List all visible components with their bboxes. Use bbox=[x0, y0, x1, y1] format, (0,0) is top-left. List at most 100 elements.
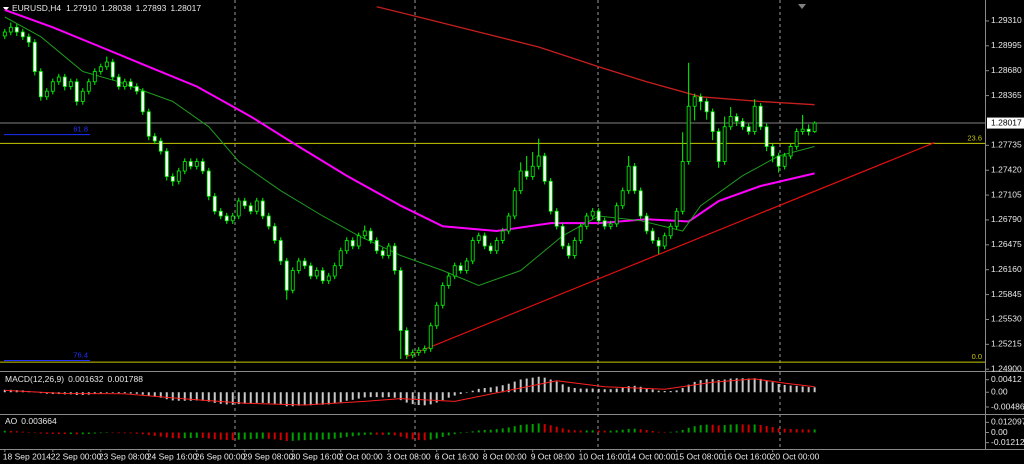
macd-bar bbox=[783, 384, 786, 393]
macd-bar bbox=[459, 392, 462, 395]
ao-bar bbox=[267, 432, 270, 439]
ao-bar bbox=[75, 432, 78, 435]
ao-bar bbox=[279, 432, 282, 441]
candle-body bbox=[440, 285, 445, 306]
candle-body bbox=[494, 240, 499, 252]
candle-body bbox=[350, 240, 355, 247]
close-label: 1.28017 bbox=[170, 3, 201, 13]
candle-body bbox=[26, 36, 31, 43]
ao-bar bbox=[723, 425, 726, 433]
ao-bar bbox=[207, 432, 210, 439]
ao-bar bbox=[489, 429, 492, 433]
ao-bar bbox=[543, 424, 546, 433]
candle-body bbox=[230, 215, 235, 222]
macd-bar bbox=[237, 392, 240, 405]
macd-bar bbox=[543, 377, 546, 393]
candle-body bbox=[332, 265, 337, 277]
candle-body bbox=[620, 190, 625, 207]
macd-bar bbox=[585, 388, 588, 393]
menu-icon bbox=[3, 7, 9, 11]
candle-body bbox=[752, 105, 757, 132]
candle-body bbox=[488, 245, 493, 252]
chart-title: EURUSD,H4 bbox=[12, 3, 61, 13]
candle-body bbox=[2, 31, 7, 37]
macd-bar bbox=[351, 392, 354, 400]
candle-body bbox=[806, 128, 811, 132]
macd-bar bbox=[183, 392, 186, 401]
candle-body bbox=[326, 275, 331, 282]
fib-label: 23.6 bbox=[967, 133, 982, 142]
candle-body bbox=[392, 245, 397, 271]
candle-body bbox=[596, 210, 601, 222]
macd-bar bbox=[249, 392, 252, 404]
fib-label: 76.4 bbox=[73, 351, 88, 360]
ao-bar bbox=[333, 432, 336, 439]
ao-bar bbox=[63, 432, 66, 435]
ao-bar bbox=[729, 424, 732, 433]
macd-bar bbox=[339, 392, 342, 403]
candle-body bbox=[698, 96, 703, 102]
macd-bar bbox=[525, 378, 528, 393]
ao-bar bbox=[141, 432, 144, 435]
ao-bar bbox=[549, 425, 552, 433]
candle-body bbox=[68, 81, 73, 87]
ao-bar bbox=[681, 429, 684, 433]
candle-body bbox=[284, 260, 289, 291]
moving-average bbox=[4, 16, 815, 287]
candle-body bbox=[674, 210, 679, 227]
candle-body bbox=[740, 120, 745, 128]
candle-body bbox=[734, 116, 739, 122]
candle-body bbox=[80, 90, 85, 102]
y-tick-label: 1.27105 bbox=[991, 189, 1022, 199]
candle-body bbox=[530, 165, 535, 177]
macd-bar bbox=[159, 392, 162, 398]
candle-body bbox=[512, 190, 517, 217]
macd-bar bbox=[597, 388, 600, 393]
macd-bar bbox=[387, 392, 390, 398]
ao-bar bbox=[765, 425, 768, 433]
ao-bar bbox=[9, 430, 12, 433]
macd-bar bbox=[645, 387, 648, 393]
macd-bar bbox=[519, 379, 522, 393]
ao-bar bbox=[291, 432, 294, 441]
macd-bar bbox=[219, 392, 222, 404]
candle-body bbox=[128, 81, 133, 87]
ao-bar bbox=[441, 432, 444, 437]
macd-bar bbox=[777, 384, 780, 393]
candle-body bbox=[434, 304, 439, 327]
candle-body bbox=[404, 330, 409, 356]
x-tick-label: 30 Sep 16:00 bbox=[291, 451, 342, 461]
candle-body bbox=[92, 71, 97, 83]
y-tick-label: 0.00 bbox=[991, 427, 1008, 437]
ao-bar bbox=[537, 423, 540, 433]
macd-bar bbox=[279, 392, 282, 405]
ao-bar bbox=[465, 432, 468, 433]
macd-bar bbox=[99, 392, 102, 394]
macd-bar bbox=[759, 378, 762, 393]
macd-bar bbox=[333, 392, 336, 404]
candle-body bbox=[158, 140, 163, 152]
candle-body bbox=[710, 111, 715, 132]
macd-value: 0.001632 bbox=[68, 374, 104, 384]
candle-body bbox=[704, 101, 709, 113]
ao-bar bbox=[591, 430, 594, 433]
candle-body bbox=[62, 76, 67, 87]
ao-bar bbox=[159, 432, 162, 437]
macd-bar bbox=[243, 392, 246, 404]
macd-bar bbox=[609, 389, 612, 393]
ao-bar bbox=[435, 432, 438, 439]
ao-bar bbox=[789, 428, 792, 433]
ao-bar bbox=[501, 428, 504, 433]
ao-bar bbox=[747, 424, 750, 433]
candle-body bbox=[236, 200, 241, 217]
candle-body bbox=[380, 250, 385, 256]
macd-bar bbox=[573, 387, 576, 393]
candle-body bbox=[164, 150, 169, 177]
ao-bar bbox=[615, 430, 618, 433]
candle-body bbox=[746, 126, 751, 132]
candle-body bbox=[110, 61, 115, 78]
ao-bar bbox=[717, 425, 720, 433]
macd-bar bbox=[153, 392, 156, 397]
macd-bar bbox=[213, 392, 216, 403]
ao-bar bbox=[309, 432, 312, 441]
